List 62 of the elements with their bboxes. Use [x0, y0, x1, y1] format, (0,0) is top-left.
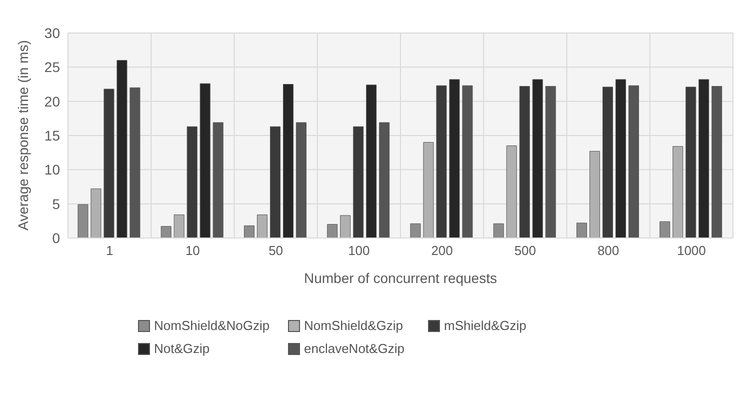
legend-label: Not&Gzip [154, 341, 210, 356]
bar [212, 122, 224, 238]
y-tick-label: 25 [44, 59, 60, 76]
bar [576, 222, 587, 238]
bar [90, 188, 102, 238]
bar [327, 224, 338, 238]
bar [712, 86, 722, 238]
bar [200, 83, 210, 238]
x-axis-title: Number of concurrent requests [304, 270, 497, 286]
bar [672, 146, 684, 238]
bar [410, 223, 421, 238]
bar [353, 126, 364, 238]
bar [615, 79, 626, 238]
bar [519, 86, 530, 238]
legend-label: enclaveNot&Gzip [304, 341, 404, 356]
bar [130, 87, 140, 238]
y-tick-label: 5 [52, 196, 60, 212]
y-tick-label: 10 [44, 162, 60, 178]
bar [160, 226, 172, 238]
bar [78, 204, 88, 238]
bar [532, 79, 543, 238]
bar [436, 85, 447, 238]
bar [493, 223, 504, 238]
bar [244, 225, 254, 238]
x-tick-label: 100 [348, 243, 370, 258]
bar [270, 126, 280, 238]
bar [462, 85, 473, 238]
bar [686, 86, 696, 238]
x-tick-label: 10 [185, 243, 200, 258]
bar [449, 79, 460, 238]
bar [186, 126, 198, 238]
bar [628, 85, 639, 238]
y-tick-label: 15 [44, 127, 60, 144]
bar [366, 84, 377, 238]
bar [116, 60, 128, 238]
x-tick-label: 1 [106, 243, 114, 258]
bar [174, 214, 184, 238]
bar [282, 84, 294, 238]
bar [340, 215, 351, 238]
bar [423, 142, 434, 238]
x-tick-label: 500 [514, 243, 536, 258]
bar [660, 221, 670, 238]
bar [602, 86, 613, 238]
bar [589, 150, 600, 238]
bar [698, 79, 710, 238]
bar [104, 88, 114, 238]
legend-label: mShield&Gzip [444, 318, 526, 333]
bar [296, 122, 306, 238]
legend-label: NomShield&NoGzip [154, 318, 270, 333]
x-tick-label: 1000 [676, 243, 706, 258]
bar [506, 146, 517, 238]
x-tick-label: 800 [597, 243, 620, 258]
y-tick-label: 30 [44, 24, 60, 41]
x-tick-label: 50 [268, 243, 284, 258]
y-tick-label: 0 [52, 230, 60, 246]
legend-label: NomShield&Gzip [304, 318, 403, 333]
y-axis-title: Average response time (in ms) [14, 40, 31, 230]
y-tick-label: 20 [44, 93, 60, 110]
bar [256, 214, 268, 238]
x-tick-label: 200 [431, 243, 453, 258]
bar [379, 122, 390, 238]
bar [545, 86, 556, 238]
